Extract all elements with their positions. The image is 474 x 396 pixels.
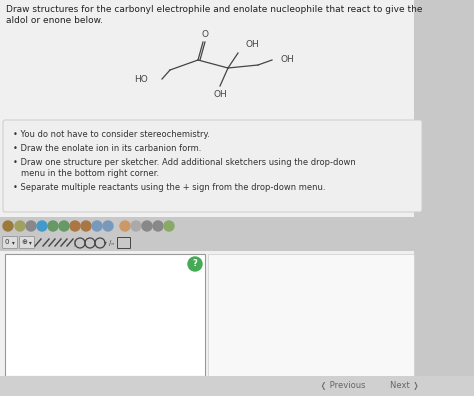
Circle shape xyxy=(81,221,91,231)
Text: • Separate multiple reactants using the + sign from the drop-down menu.: • Separate multiple reactants using the … xyxy=(13,183,326,192)
Text: menu in the bottom right corner.: menu in the bottom right corner. xyxy=(21,169,159,178)
FancyBboxPatch shape xyxy=(19,236,35,249)
FancyBboxPatch shape xyxy=(3,120,422,212)
Text: ?: ? xyxy=(192,259,197,268)
Text: OH: OH xyxy=(281,55,295,65)
Circle shape xyxy=(15,221,25,231)
Circle shape xyxy=(131,221,141,231)
Text: Next ❭: Next ❭ xyxy=(390,381,419,390)
Circle shape xyxy=(120,221,130,231)
Circle shape xyxy=(59,221,69,231)
Text: • You do not have to consider stereochemistry.: • You do not have to consider stereochem… xyxy=(13,130,210,139)
Circle shape xyxy=(3,221,13,231)
Bar xyxy=(0,217,474,235)
Circle shape xyxy=(188,257,202,271)
Text: • Draw one structure per sketcher. Add additional sketchers using the drop-down: • Draw one structure per sketcher. Add a… xyxy=(13,158,356,167)
Text: 0: 0 xyxy=(5,240,9,246)
Circle shape xyxy=(153,221,163,231)
Circle shape xyxy=(103,221,113,231)
Circle shape xyxy=(37,221,47,231)
Text: ▾: ▾ xyxy=(12,240,14,245)
Circle shape xyxy=(26,221,36,231)
Bar xyxy=(0,235,474,251)
Bar xyxy=(414,0,474,396)
Text: OH: OH xyxy=(246,40,260,49)
Text: /ₙ: /ₙ xyxy=(109,240,115,246)
Text: OH: OH xyxy=(213,90,227,99)
Text: • Draw the enolate ion in its carbanion form.: • Draw the enolate ion in its carbanion … xyxy=(13,144,201,153)
Text: ▾: ▾ xyxy=(28,240,31,245)
Circle shape xyxy=(142,221,152,231)
Bar xyxy=(0,376,474,396)
Text: O: O xyxy=(201,30,209,39)
Text: ⊕: ⊕ xyxy=(21,240,27,246)
Bar xyxy=(208,254,414,376)
FancyBboxPatch shape xyxy=(2,236,18,249)
Circle shape xyxy=(48,221,58,231)
Text: aldol or enone below.: aldol or enone below. xyxy=(6,16,103,25)
Circle shape xyxy=(92,221,102,231)
Text: Draw structures for the carbonyl electrophile and enolate nucleophile that react: Draw structures for the carbonyl electro… xyxy=(6,5,422,14)
Text: HO: HO xyxy=(134,74,148,84)
FancyBboxPatch shape xyxy=(5,254,205,376)
Text: ▾: ▾ xyxy=(104,240,106,246)
Circle shape xyxy=(164,221,174,231)
Text: ❬ Previous: ❬ Previous xyxy=(320,381,365,390)
Circle shape xyxy=(70,221,80,231)
